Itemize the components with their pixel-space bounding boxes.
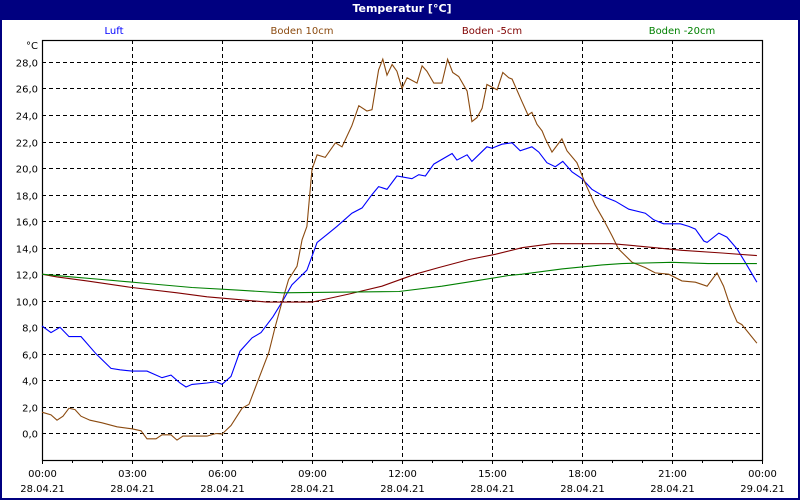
x-tick-date: 28.04.21 <box>20 484 65 495</box>
series-line-boden-10cm <box>41 57 758 441</box>
x-tick-time: 06:00 <box>208 469 237 480</box>
x-tick-time: 21:00 <box>658 469 687 480</box>
x-tick-date: 28.04.21 <box>110 484 155 495</box>
y-tick-label: 22,0 <box>16 139 38 150</box>
y-tick-label: 20,0 <box>16 165 38 176</box>
legend-entry: Boden -5cm <box>462 26 522 37</box>
window-title: Temperatur [°C] <box>2 0 798 20</box>
y-tick-label: 12,0 <box>16 271 38 282</box>
x-tick-date: 28.04.21 <box>380 484 425 495</box>
x-tick-date: 28.04.21 <box>290 484 335 495</box>
y-tick-label: 4,0 <box>22 377 38 388</box>
x-tick-date: 28.04.21 <box>650 484 695 495</box>
y-tick-label: 10,0 <box>16 298 38 309</box>
y-tick-label: 26,0 <box>16 85 38 96</box>
x-tick-date: 28.04.21 <box>200 484 245 495</box>
x-tick-time: 00:00 <box>28 469 57 480</box>
x-tick-date: 28.04.21 <box>560 484 605 495</box>
x-tick-time: 00:00 <box>748 469 777 480</box>
plot-frame <box>41 39 764 462</box>
y-tick-label: 24,0 <box>16 112 38 123</box>
x-tick-time: 18:00 <box>568 469 597 480</box>
y-tick-label: 6,0 <box>22 351 38 362</box>
x-tick-time: 03:00 <box>118 469 147 480</box>
y-tick-label: 28,0 <box>16 59 38 70</box>
series-line-boden-20cm <box>41 261 757 294</box>
x-tick-time: 09:00 <box>298 469 327 480</box>
series-line-boden-5cm <box>41 243 757 303</box>
legend-entry: Luft <box>105 26 124 37</box>
y-tick-label: 14,0 <box>16 245 38 256</box>
legend-entry: Boden -20cm <box>649 26 716 37</box>
y-tick-label: 16,0 <box>16 218 38 229</box>
y-tick-label: 0,0 <box>22 430 38 441</box>
y-axis-unit: °C <box>26 41 38 52</box>
x-tick-date: 28.04.21 <box>470 484 515 495</box>
y-tick-label: 18,0 <box>16 192 38 203</box>
x-tick-time: 12:00 <box>388 469 417 480</box>
x-tick-date: 29.04.21 <box>740 484 785 495</box>
legend-entry: Boden 10cm <box>271 26 334 37</box>
series-line-luft <box>41 142 758 388</box>
x-tick-time: 15:00 <box>478 469 507 480</box>
y-tick-label: 8,0 <box>22 324 38 335</box>
y-tick-label: 2,0 <box>22 404 38 415</box>
